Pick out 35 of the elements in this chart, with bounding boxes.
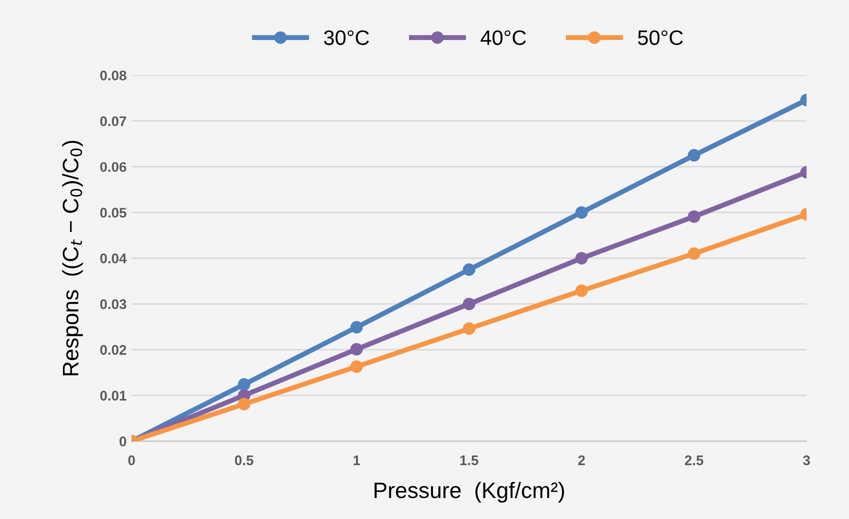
point [688, 210, 700, 223]
point [350, 360, 363, 373]
point [575, 206, 588, 219]
point [238, 398, 250, 410]
point [238, 378, 250, 391]
legend-label: 40°C [480, 30, 526, 46]
y-tick-label: 0.06 [100, 162, 126, 172]
x-tick-label: 0.5 [234, 455, 254, 466]
y-tick-label: 0.02 [100, 345, 126, 355]
x-tick-label: 0 [128, 455, 135, 466]
x-tick-label: 3 [803, 455, 810, 466]
point [688, 247, 700, 260]
point [462, 298, 476, 310]
y-axis-title: Respons ((C$_{t}$ − C$_{0}$)/C$_{0}$) [62, 140, 83, 376]
point [575, 252, 588, 264]
legend-label: 50°C [638, 30, 683, 46]
x-tick-label: 1 [354, 456, 360, 466]
y-tick-label: 0.04 [100, 254, 127, 264]
point [688, 149, 700, 162]
y-tick-label: 0.03 [100, 299, 126, 310]
point [575, 284, 588, 297]
point [350, 321, 363, 334]
x-tick-label: 2.5 [684, 455, 704, 466]
y-tick-label: 0.01 [100, 390, 126, 401]
x-tick-label: 2 [578, 455, 585, 466]
y-tick-label: 0.08 [100, 70, 126, 80]
y-tick-label: 0.07 [100, 116, 126, 126]
x-axis-title: Pressure (Kgf/cm²) [374, 482, 564, 503]
y-tick-label: 0.05 [100, 208, 126, 218]
point [462, 263, 476, 276]
y-tick-label: 0 [120, 436, 126, 446]
point [350, 342, 363, 356]
x-tick-label: 1.5 [460, 456, 478, 466]
legend-label: 30°C [324, 30, 369, 46]
point [462, 322, 476, 335]
